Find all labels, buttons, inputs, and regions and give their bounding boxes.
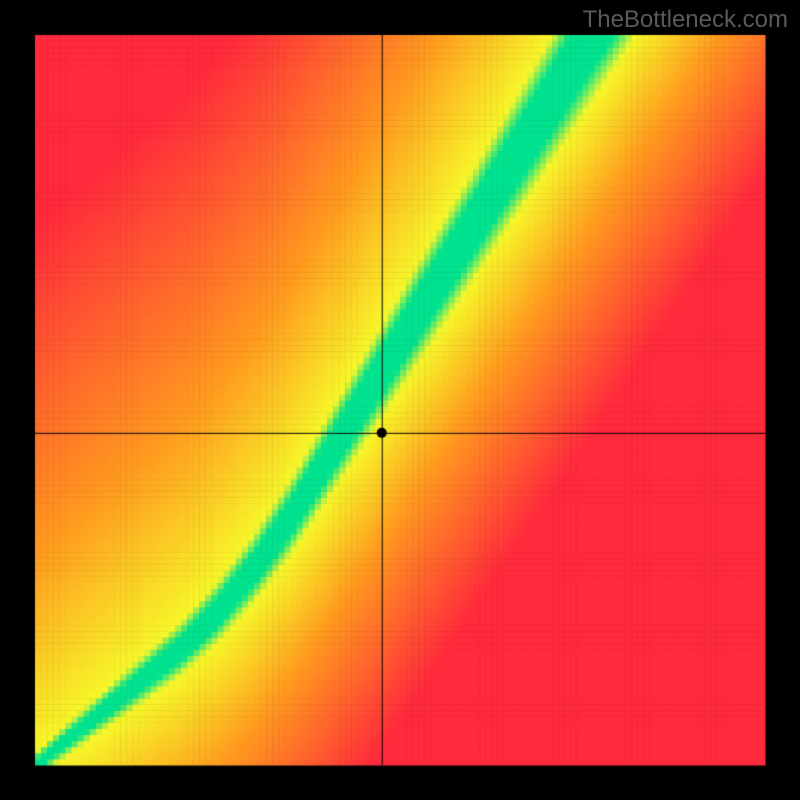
watermark-text: TheBottleneck.com [583, 6, 788, 34]
chart-container: TheBottleneck.com [0, 0, 800, 800]
bottleneck-heatmap [0, 0, 800, 800]
